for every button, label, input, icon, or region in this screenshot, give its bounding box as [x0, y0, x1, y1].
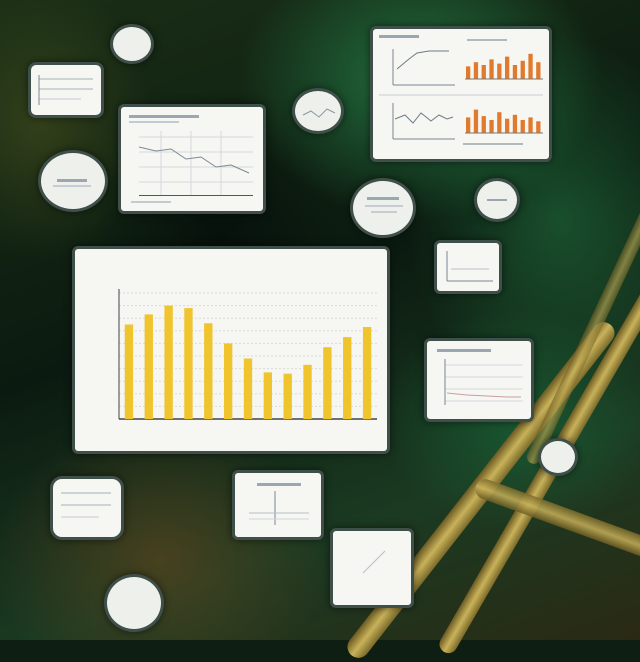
bubble-node: [292, 88, 344, 134]
bubble-node: [538, 438, 578, 476]
bar: [536, 62, 541, 79]
mini-line-chart: [53, 179, 91, 187]
bar: [489, 120, 494, 133]
mini-line-chart: [362, 550, 386, 574]
mini-panel-bottom-left: [50, 476, 124, 540]
mini-line-chart: [38, 75, 93, 105]
bar: [520, 120, 525, 133]
bar: [204, 323, 213, 419]
dashboard-charts: [379, 35, 543, 145]
mini-line-chart: [437, 349, 523, 405]
bar: [124, 324, 134, 419]
mini-panel-bottom-square: [330, 528, 414, 608]
bar: [473, 109, 479, 133]
bar: [512, 114, 518, 133]
mini-line-chart: [249, 483, 309, 525]
footer-strip: [463, 143, 523, 145]
bar: [497, 112, 502, 133]
dashboard-panel: [370, 26, 552, 162]
mini-panel-top-left: [28, 62, 104, 118]
bar: [164, 305, 173, 419]
bar: [303, 364, 312, 419]
main-bar-chart-panel: [72, 246, 390, 454]
mini-line-chart: [302, 108, 336, 118]
mini-line-chart: [487, 199, 507, 201]
report-line-chart: [129, 115, 253, 203]
bar: [528, 117, 533, 133]
bubble-node: [350, 178, 416, 238]
report-panel: [118, 104, 266, 214]
bar: [283, 373, 292, 419]
bar: [481, 65, 486, 79]
header-strip: [379, 35, 419, 38]
header-strip: [467, 39, 507, 41]
bar: [466, 117, 471, 133]
bar: [473, 62, 479, 79]
bar: [243, 358, 253, 419]
bar: [489, 59, 494, 79]
bar: [520, 60, 525, 79]
bar: [223, 343, 233, 419]
bar: [362, 327, 372, 419]
bar: [505, 56, 510, 79]
mini-panel-bottom-center: [232, 470, 324, 540]
mini-panel-right-lower: [424, 338, 534, 422]
bubble-node: [104, 574, 164, 632]
line-series: [394, 112, 454, 124]
bar: [536, 121, 541, 133]
bar: [528, 53, 533, 79]
bubble-node: [474, 178, 520, 222]
main-bar-chart: [118, 289, 377, 420]
bar: [323, 347, 332, 419]
mini-line-chart: [365, 197, 403, 213]
mini-line-chart: [446, 251, 493, 282]
bar: [144, 314, 153, 419]
bar: [263, 372, 273, 419]
bar: [184, 308, 193, 419]
mini-line-chart: [61, 492, 111, 518]
bar: [497, 63, 502, 79]
bar: [466, 66, 471, 79]
bar: [512, 65, 518, 79]
bar: [481, 116, 486, 133]
bar: [343, 337, 352, 419]
bubble-node: [38, 150, 108, 212]
mini-panel-right: [434, 240, 502, 294]
line-series: [396, 50, 449, 70]
bubble-node: [110, 24, 154, 64]
bar: [505, 118, 510, 133]
